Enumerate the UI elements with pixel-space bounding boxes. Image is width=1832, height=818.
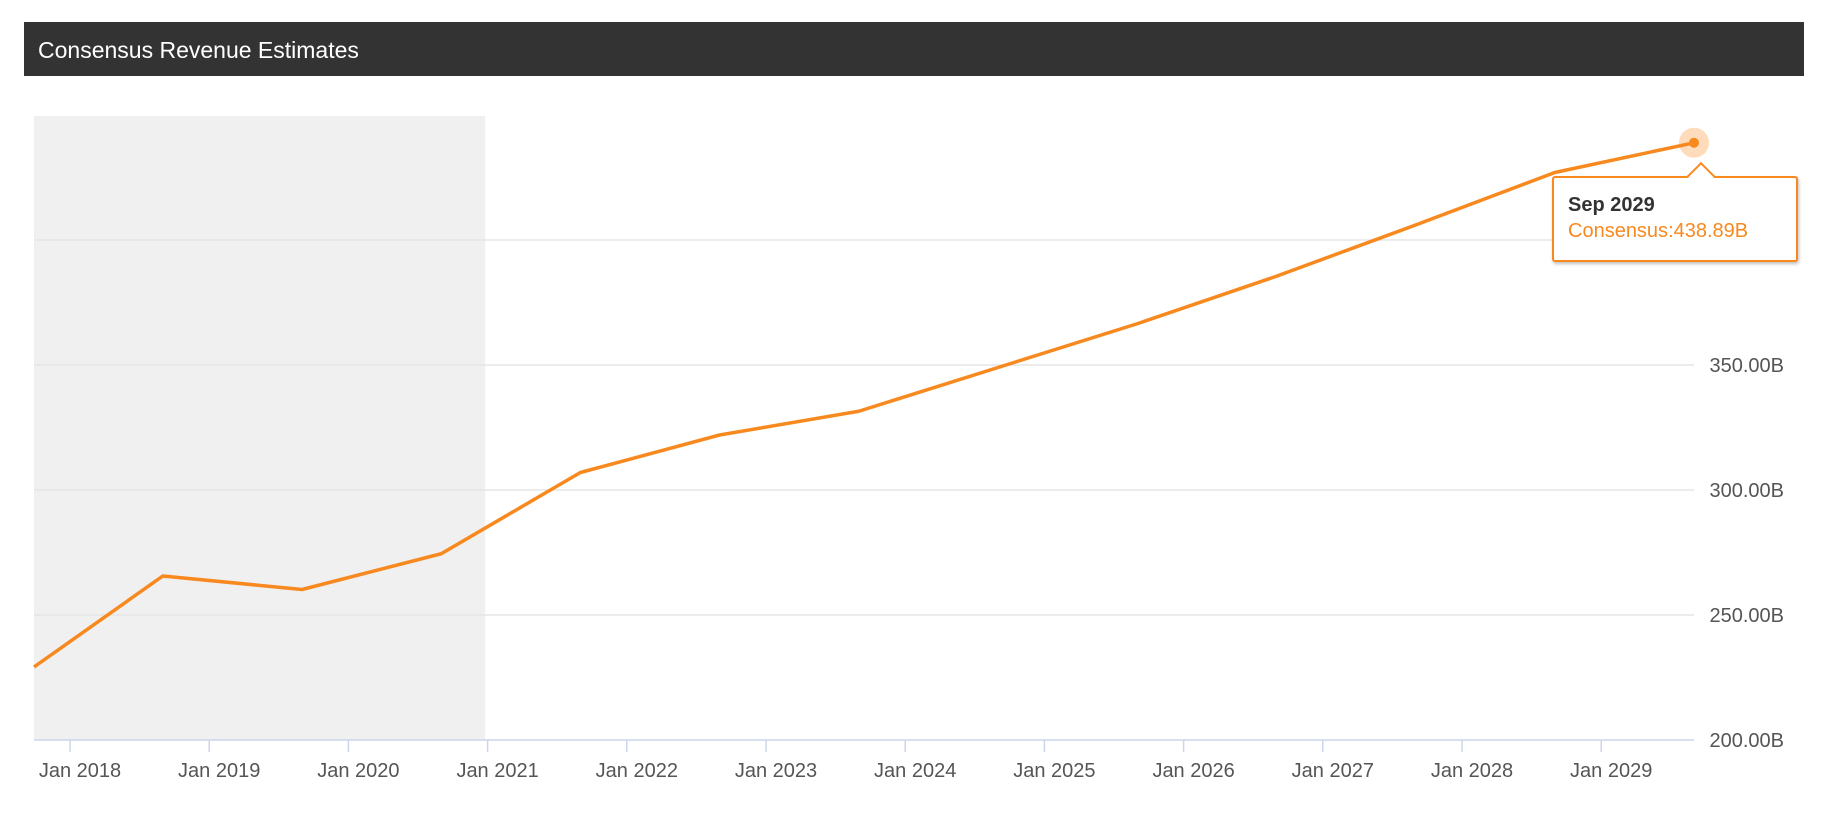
y-tick-label: 200.00B (1709, 730, 1784, 752)
x-tick-label: Jan 2025 (1013, 760, 1095, 782)
tooltip-date: Sep 2029 (1568, 194, 1655, 216)
tooltip-value: Consensus:438.89B (1568, 220, 1749, 242)
x-tick-label: Jan 2026 (1152, 760, 1234, 782)
y-tick-label: 300.00B (1709, 480, 1784, 502)
x-tick-label: Jan 2020 (317, 760, 399, 782)
x-tick-label: Jan 2023 (735, 760, 817, 782)
historical-shaded-region (34, 116, 486, 740)
x-tick-label: Jan 2021 (456, 760, 538, 782)
tooltip-value-amount: 438.89B (1673, 220, 1749, 242)
y-tick-label: 250.00B (1709, 605, 1784, 627)
x-tick-label: Jan 2027 (1292, 760, 1374, 782)
x-tick-label: Jan 2029 (1570, 760, 1652, 782)
chart-tooltip: Sep 2029 Consensus:438.89B (1552, 161, 1798, 262)
x-tick-label: Jan 2019 (178, 760, 260, 782)
x-tick-label: Jan 2018 (39, 760, 121, 782)
x-tick-label: Jan 2028 (1431, 760, 1513, 782)
x-tick-label: Jan 2024 (874, 760, 956, 782)
tooltip-series-label: Consensus (1568, 220, 1669, 242)
consensus-series-line (32, 141, 1695, 669)
highlight-point (1689, 137, 1699, 148)
chart-header: Consensus Revenue Estimates (24, 22, 1804, 76)
chart-title: Consensus Revenue Estimates (38, 37, 359, 63)
x-tick-label: Jan 2022 (596, 760, 678, 782)
y-tick-label: 350.00B (1709, 355, 1784, 377)
